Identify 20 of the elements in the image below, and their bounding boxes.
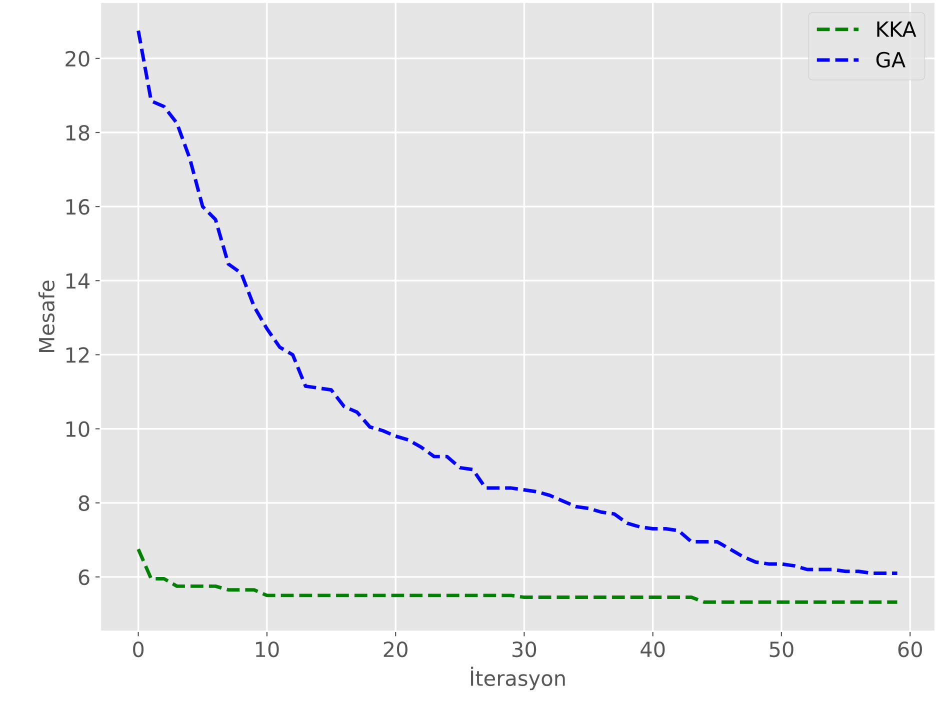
x-tick-label: 10 bbox=[256, 641, 279, 658]
y-tick-label: 6 bbox=[78, 569, 90, 586]
y-tick-label: 10 bbox=[66, 421, 90, 437]
x-axis-title: İterasyon bbox=[471, 666, 565, 690]
line-series bbox=[136, 547, 899, 604]
y-tick-label: 14 bbox=[66, 273, 90, 289]
x-tick-label: 40 bbox=[640, 641, 665, 658]
x-tick-label: 50 bbox=[770, 641, 794, 658]
x-tick-label: 20 bbox=[384, 641, 408, 658]
legend-label: GA bbox=[876, 52, 906, 68]
y-tick-label: 16 bbox=[66, 199, 90, 215]
y-axis-title: Mesafe bbox=[38, 280, 55, 352]
x-tick-label: 60 bbox=[898, 641, 922, 658]
y-tick-label: 20 bbox=[66, 50, 90, 67]
x-tick-label: 0 bbox=[133, 641, 144, 658]
x-tick-label: 30 bbox=[512, 641, 536, 658]
legend-label: KKA bbox=[877, 22, 916, 37]
y-tick-label: 18 bbox=[66, 124, 90, 141]
y-tick-label: 8 bbox=[78, 495, 90, 512]
y-tick-label: 12 bbox=[66, 347, 89, 363]
